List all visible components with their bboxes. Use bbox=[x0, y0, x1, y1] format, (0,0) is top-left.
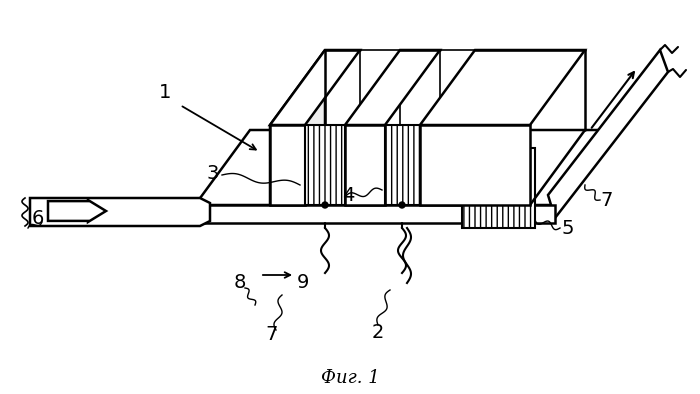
Polygon shape bbox=[195, 205, 555, 223]
Polygon shape bbox=[462, 148, 535, 228]
Text: 8: 8 bbox=[234, 273, 246, 292]
Text: 6: 6 bbox=[32, 208, 44, 227]
Polygon shape bbox=[195, 130, 610, 205]
Polygon shape bbox=[420, 50, 585, 125]
Polygon shape bbox=[270, 50, 360, 125]
Text: 7: 7 bbox=[601, 191, 613, 210]
Text: 3: 3 bbox=[206, 164, 219, 182]
Polygon shape bbox=[48, 200, 106, 222]
Text: Фиг. 1: Фиг. 1 bbox=[321, 369, 379, 387]
Polygon shape bbox=[440, 50, 475, 130]
Polygon shape bbox=[420, 125, 530, 205]
Text: 2: 2 bbox=[372, 323, 384, 342]
Polygon shape bbox=[385, 125, 420, 205]
Polygon shape bbox=[345, 125, 385, 205]
Circle shape bbox=[322, 202, 328, 208]
Polygon shape bbox=[270, 50, 325, 205]
Polygon shape bbox=[305, 125, 345, 205]
Polygon shape bbox=[30, 198, 210, 226]
Text: 7: 7 bbox=[266, 325, 278, 344]
Text: 5: 5 bbox=[561, 219, 574, 238]
Polygon shape bbox=[345, 50, 440, 125]
Polygon shape bbox=[270, 125, 305, 205]
Polygon shape bbox=[360, 50, 400, 130]
Text: 9: 9 bbox=[297, 273, 309, 292]
Polygon shape bbox=[548, 50, 668, 218]
Circle shape bbox=[399, 202, 405, 208]
Text: 1: 1 bbox=[159, 82, 172, 102]
Text: 4: 4 bbox=[342, 186, 354, 204]
